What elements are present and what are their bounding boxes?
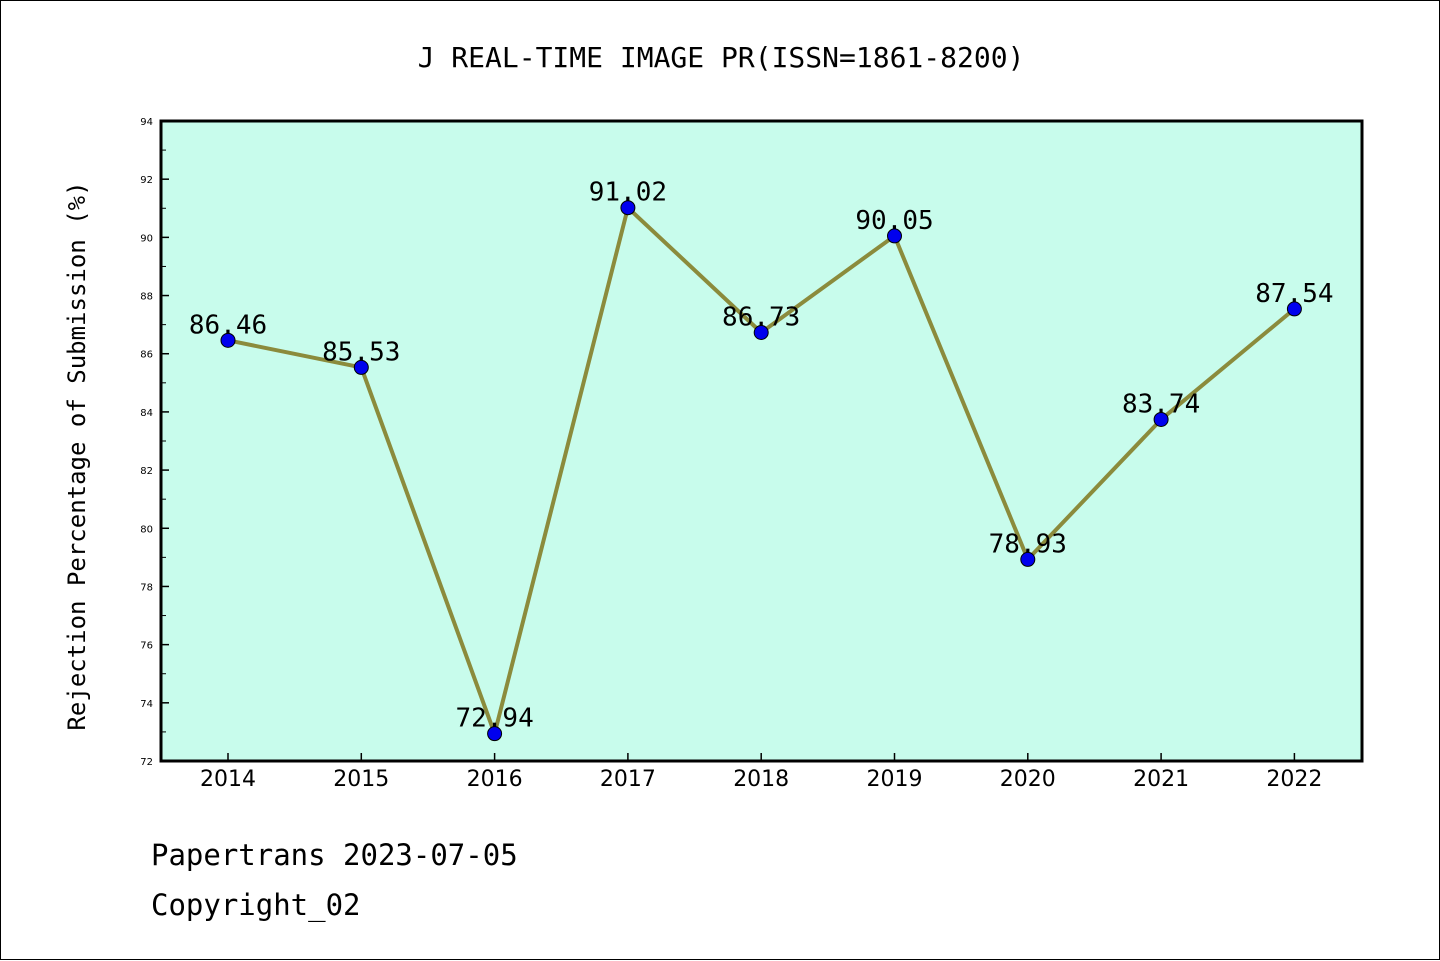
data-point: [753, 324, 769, 340]
y-tick-label: 88: [140, 292, 153, 303]
y-tick-label: 92: [140, 175, 153, 186]
data-points: [220, 200, 1302, 742]
data-label: 83.74: [1122, 389, 1200, 419]
y-tick-label: 78: [140, 582, 153, 593]
plot-border: [159, 119, 1364, 763]
data-point: [620, 200, 636, 216]
data-label: 87.54: [1255, 279, 1333, 309]
x-tick-label: 2020: [1000, 767, 1056, 792]
data-label: 90.05: [855, 206, 933, 236]
data-point: [1020, 551, 1036, 567]
data-label: 91.02: [589, 178, 667, 208]
data-point: [1153, 411, 1169, 427]
y-tick-label: 76: [140, 641, 153, 652]
data-label: 72.94: [455, 704, 533, 734]
source-note: Papertrans 2023-07-05: [151, 838, 518, 872]
x-tick-label: 2019: [867, 767, 923, 792]
data-point: [353, 359, 369, 375]
y-tick-label: 82: [140, 466, 153, 477]
x-tick-label: 2014: [200, 767, 256, 792]
y-tick-label: 94: [140, 117, 153, 128]
data-point: [220, 332, 236, 348]
x-tick-label: 2022: [1266, 767, 1322, 792]
x-tick-label: 2017: [600, 767, 656, 792]
y-tick-label: 74: [140, 699, 153, 710]
x-tick-label: 2016: [467, 767, 523, 792]
y-tick-label: 80: [140, 524, 153, 535]
plot-area: [161, 121, 1362, 761]
data-point: [487, 726, 503, 742]
x-axis: 2014 2015 2016 2017 2018 2019 2020 2021 2022: [200, 753, 1322, 792]
data-label: 85.53: [322, 337, 400, 367]
data-label: 78.93: [989, 529, 1067, 559]
y-tick-label: 86: [140, 350, 153, 361]
y-axis: 72 74 76 78 80 82 84 86 88 90 92 94: [140, 117, 169, 768]
x-tick-label: 2015: [333, 767, 389, 792]
chart-title: J REAL-TIME IMAGE PR(ISSN=1861-8200): [418, 41, 1025, 74]
y-tick-label: 84: [140, 408, 153, 419]
data-label: 86.46: [189, 310, 267, 340]
data-point: [887, 228, 902, 244]
data-label: 86.73: [722, 302, 800, 332]
x-tick-label: 2018: [733, 767, 789, 792]
data-labels: 86.46 85.53 72.94 91.02 86.73 90.05 78.93 83.74…: [189, 178, 1334, 734]
y-axis-label: Rejection Percentage of Submission (%): [63, 181, 91, 730]
y-tick-label: 90: [140, 233, 153, 244]
copyright-note: Copyright_02: [151, 888, 361, 923]
data-point: [1286, 301, 1302, 317]
x-tick-label: 2021: [1133, 767, 1189, 792]
y-tick-label: 72: [140, 757, 153, 768]
